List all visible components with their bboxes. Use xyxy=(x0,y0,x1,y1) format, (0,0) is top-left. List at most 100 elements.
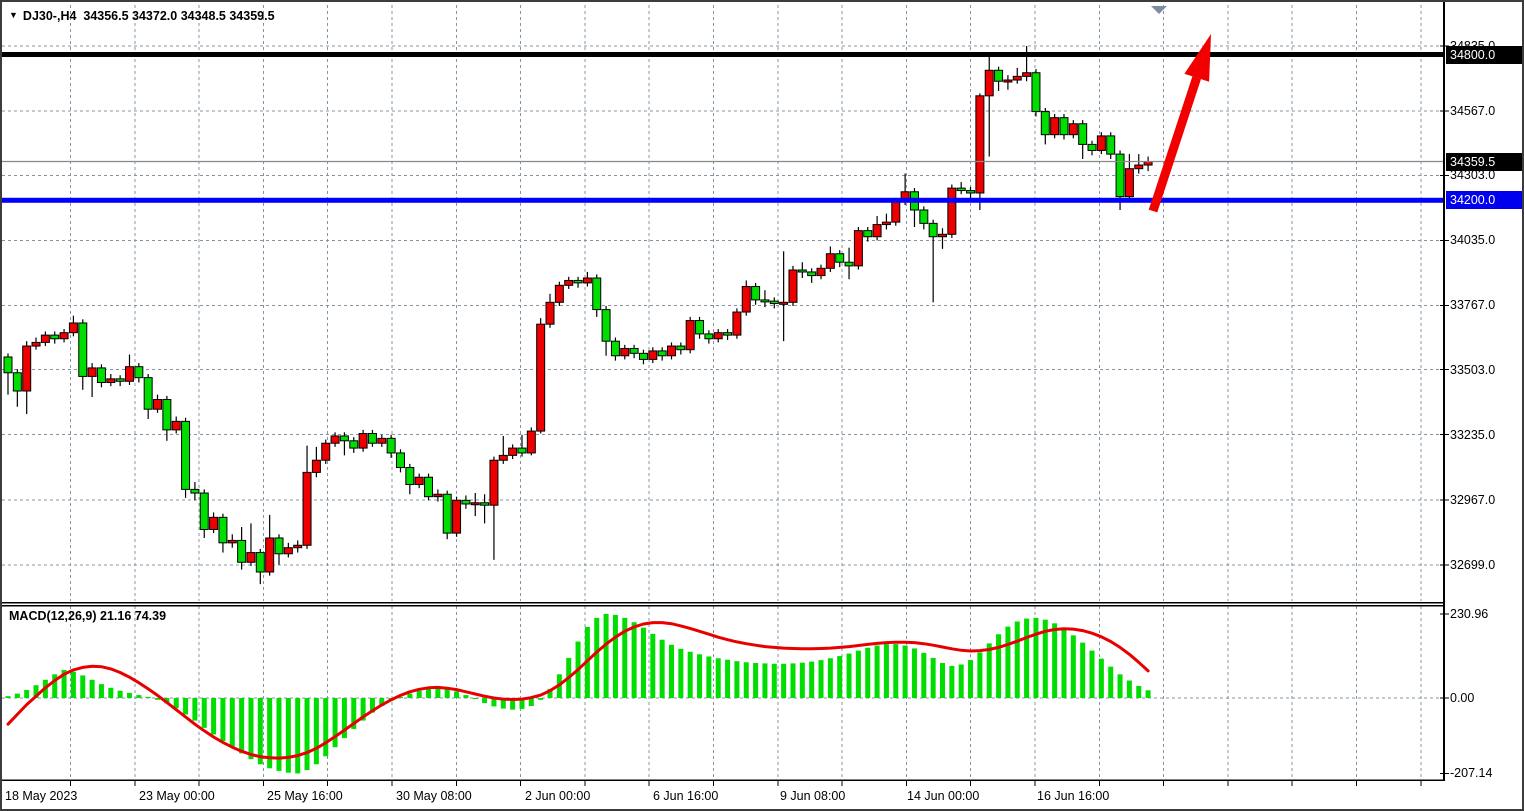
time-axis-label: 14 Jun 00:00 xyxy=(907,789,980,803)
macd-histogram-bar xyxy=(61,669,67,698)
macd-histogram-bar xyxy=(986,643,992,698)
price-badge-34800-0: 34800.0 xyxy=(1446,45,1522,64)
macd-histogram-bar xyxy=(753,663,759,698)
macd-histogram-bar xyxy=(257,698,263,765)
candle xyxy=(433,489,443,502)
candle xyxy=(666,342,676,360)
candle xyxy=(844,247,854,280)
macd-histogram-bar xyxy=(472,698,478,700)
candle xyxy=(414,473,424,489)
candle xyxy=(545,293,555,328)
annotation-layer[interactable] xyxy=(2,6,1443,213)
macd-histogram-bar xyxy=(603,613,609,698)
candle xyxy=(134,363,144,383)
symbol-dropdown-triangle-icon[interactable]: ▼ xyxy=(9,10,18,20)
macd-indicator-label: MACD(12,26,9) 21.16 74.39 xyxy=(9,609,167,623)
macd-histogram-bar xyxy=(622,617,628,698)
macd-histogram-bar xyxy=(762,663,768,698)
candle xyxy=(1087,140,1097,156)
macd-histogram-bar xyxy=(640,627,646,698)
candle xyxy=(1078,120,1088,159)
support-level-line[interactable] xyxy=(2,197,1443,203)
macd-tick-label: 230.96 xyxy=(1450,606,1489,621)
candle xyxy=(68,315,78,337)
candle xyxy=(218,513,228,553)
macd-histogram-bar xyxy=(528,698,534,707)
candle xyxy=(863,227,873,242)
time-axis-label: 9 Jun 08:00 xyxy=(780,789,846,803)
macd-histogram-bar xyxy=(818,660,824,698)
macd-histogram-bar xyxy=(1014,621,1020,698)
macd-histogram-bar xyxy=(360,698,366,721)
candle xyxy=(153,394,163,413)
candle xyxy=(293,540,303,553)
candle xyxy=(274,534,284,565)
candle xyxy=(302,445,312,549)
macd-histogram-bar xyxy=(14,693,20,698)
macd-histogram-bar xyxy=(1042,619,1048,698)
macd-histogram-bar xyxy=(295,698,301,774)
symbol-period-label: DJ30-,H4 xyxy=(22,9,77,23)
macd-histogram-bar xyxy=(827,658,833,698)
macd-histogram-bar xyxy=(790,663,796,698)
macd-histogram-bar xyxy=(846,653,852,698)
macd-histogram-bar xyxy=(1024,618,1030,698)
resistance-level-line[interactable] xyxy=(2,52,1443,58)
macd-histogram-bar xyxy=(117,690,123,698)
macd-histogram-bar xyxy=(285,698,291,773)
candle xyxy=(12,369,22,407)
candle xyxy=(3,353,13,395)
candle xyxy=(723,329,733,340)
price-tick-label: 34567.0 xyxy=(1450,104,1496,119)
macd-histogram-bar xyxy=(865,647,871,698)
candle xyxy=(769,297,779,309)
candle xyxy=(1003,75,1013,90)
candle xyxy=(106,373,116,387)
macd-histogram-bar xyxy=(341,698,347,739)
grid-layer xyxy=(2,5,1443,779)
up-arrow[interactable] xyxy=(1148,34,1211,213)
macd-tick-label: -207.14 xyxy=(1450,766,1493,781)
price-tick-label: 33503.0 xyxy=(1450,362,1496,377)
macd-histogram-bar xyxy=(547,688,553,698)
price-tick-label: 33235.0 xyxy=(1450,427,1496,442)
macd-histogram-bar xyxy=(771,663,777,698)
macd-histogram-bar xyxy=(1061,628,1067,698)
macd-histogram-bar xyxy=(267,698,273,769)
macd-histogram-bar xyxy=(351,698,357,729)
candle xyxy=(526,427,536,456)
macd-histogram-bar xyxy=(80,675,86,698)
macd-histogram-bar xyxy=(239,698,245,754)
macd-histogram-bar xyxy=(921,652,927,698)
macd-histogram-bar xyxy=(697,654,703,698)
candle xyxy=(1012,67,1022,84)
macd-histogram-bar xyxy=(397,696,403,698)
candle xyxy=(751,282,761,305)
macd-histogram-bar xyxy=(33,685,39,698)
candle xyxy=(115,375,125,387)
candle xyxy=(265,514,275,576)
candle xyxy=(358,429,368,452)
candle xyxy=(536,318,546,434)
macd-histogram-bar xyxy=(1089,650,1095,698)
candle xyxy=(1040,107,1050,145)
macd-histogram-bar xyxy=(631,622,637,698)
candle xyxy=(601,305,611,356)
macd-histogram-bar xyxy=(24,689,30,698)
macd-histogram-bar xyxy=(799,662,805,698)
candle xyxy=(564,276,574,289)
macd-histogram-bar xyxy=(220,698,226,741)
quote-ohlc-label: 34356.5 34372.0 34348.5 34359.5 xyxy=(83,9,275,23)
macd-histogram-bar xyxy=(1005,626,1011,698)
time-axis-label: 6 Jun 16:00 xyxy=(653,789,719,803)
macd-histogram-bar xyxy=(482,698,488,704)
macd-histogram-bar xyxy=(5,696,11,698)
macd-histogram-bar xyxy=(491,698,497,707)
macd-histogram-bar xyxy=(407,693,413,698)
macd-histogram-bar xyxy=(1033,617,1039,698)
candles-layer xyxy=(3,46,1153,585)
price-tick-label: 33767.0 xyxy=(1450,298,1496,313)
chart-shift-marker-icon[interactable] xyxy=(1151,6,1167,14)
macd-histogram-bar xyxy=(678,648,684,698)
